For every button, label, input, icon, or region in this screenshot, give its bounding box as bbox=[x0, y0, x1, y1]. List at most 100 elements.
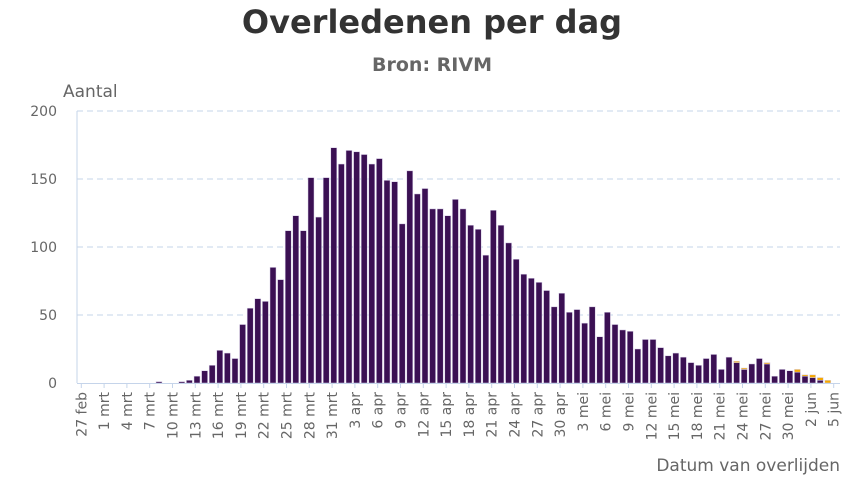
x-tick-label: 16 mrt bbox=[211, 391, 227, 439]
x-tick-label: 6 apr bbox=[371, 392, 387, 429]
bar-series-0-day-16 bbox=[201, 370, 208, 384]
bar-series-0-day-45 bbox=[421, 188, 429, 384]
y-tick-label: 100 bbox=[30, 240, 57, 256]
bar-series-0-day-64 bbox=[566, 312, 573, 384]
bar-series-0-day-56 bbox=[505, 242, 512, 384]
bar-series-0-day-34 bbox=[338, 163, 345, 384]
y-tick-label: 50 bbox=[39, 308, 57, 324]
bar-series-0-day-86 bbox=[733, 362, 740, 384]
bar-series-0-day-83 bbox=[710, 354, 718, 384]
bar-series-0-day-19 bbox=[224, 352, 231, 384]
bar-series-0-day-61 bbox=[543, 290, 550, 384]
bar-series-0-day-58 bbox=[520, 273, 528, 384]
bar-series-0-day-63 bbox=[558, 292, 566, 384]
x-tick-label: 12 apr bbox=[416, 392, 432, 438]
bar-series-0-day-54 bbox=[490, 210, 497, 384]
bar-series-0-day-14 bbox=[186, 380, 193, 384]
bar-series-0-day-43 bbox=[406, 170, 414, 384]
y-tick-labels: 0 50 100 150 200 bbox=[30, 104, 57, 392]
x-tick-label: 1 mrt bbox=[97, 391, 113, 430]
x-tick-label: 22 mrt bbox=[257, 391, 273, 439]
bar-series-0-day-31 bbox=[315, 216, 322, 384]
bar-series-0-day-79 bbox=[680, 356, 687, 384]
bar-series-0-day-89 bbox=[756, 358, 763, 384]
bar-series-0-day-17 bbox=[208, 365, 216, 384]
x-tick-label: 3 mei bbox=[576, 392, 592, 432]
bar-series-0-day-24 bbox=[262, 301, 269, 384]
bar-series-0-day-40 bbox=[383, 180, 391, 384]
bar-series-0-day-77 bbox=[664, 355, 672, 384]
x-tick-label: 15 mei bbox=[667, 392, 683, 440]
x-tick-label: 10 mrt bbox=[166, 391, 182, 439]
bar-series-0-day-87 bbox=[740, 369, 748, 384]
bar-series-0-day-26 bbox=[277, 279, 284, 384]
x-tick-label: 13 mrt bbox=[188, 391, 204, 439]
bar-series-0-day-75 bbox=[649, 339, 657, 384]
bar-series-0-day-59 bbox=[528, 278, 535, 384]
bar-series-0-day-47 bbox=[436, 208, 444, 384]
bar-series-0-day-96 bbox=[809, 377, 816, 384]
bar-series-0-day-36 bbox=[353, 151, 360, 384]
bar-series-0-day-23 bbox=[254, 298, 262, 384]
x-tick-label: 4 mrt bbox=[120, 391, 136, 430]
bar-series-0-day-62 bbox=[550, 306, 558, 384]
bar-series-0-day-38 bbox=[368, 163, 376, 384]
bar-series-1-day-87 bbox=[740, 367, 748, 370]
x-tick-label: 30 mei bbox=[781, 392, 797, 440]
x-tick-label: 9 apr bbox=[394, 392, 410, 429]
bar-series-0-day-29 bbox=[300, 230, 307, 384]
bar-series-0-day-35 bbox=[345, 150, 353, 384]
bar-series-0-day-25 bbox=[269, 267, 277, 384]
bar-series-0-day-28 bbox=[292, 215, 300, 384]
y-tick-label: 150 bbox=[30, 172, 57, 188]
bar-series-0-day-18 bbox=[216, 350, 224, 384]
bar-series-0-day-81 bbox=[695, 365, 702, 384]
bar-series-0-day-93 bbox=[786, 370, 794, 384]
bar-series-0-day-74 bbox=[642, 339, 649, 384]
y-axis-title: Aantal bbox=[63, 82, 118, 102]
x-tick-labels: 27 feb 1 mrt 4 mrt 7 mrt 10 mrt 13 mrt 16 mrt 1… bbox=[74, 383, 843, 440]
bar-series-0-day-53 bbox=[482, 254, 490, 384]
bar-series-0-day-82 bbox=[702, 358, 710, 384]
bar-series-0-day-73 bbox=[634, 348, 642, 384]
x-tick-label: 27 mei bbox=[758, 392, 774, 440]
bar-series-1-day-96 bbox=[809, 374, 816, 378]
x-tick-label: 30 apr bbox=[553, 392, 569, 438]
bar-series-0-day-33 bbox=[330, 147, 338, 384]
bar-series-0-day-13 bbox=[178, 381, 186, 384]
bar-series-0-day-91 bbox=[771, 375, 778, 384]
bar-series-0-day-10 bbox=[155, 381, 163, 384]
bar-series-0-day-44 bbox=[414, 193, 421, 384]
bar-series-0-day-21 bbox=[239, 324, 246, 384]
x-tick-label: 21 mei bbox=[713, 392, 729, 440]
bar-series-0-day-85 bbox=[725, 356, 733, 384]
bar-series-0-day-22 bbox=[246, 307, 254, 384]
bar-series-1-day-86 bbox=[733, 360, 740, 363]
x-tick-label: 6 mei bbox=[599, 392, 615, 432]
bar-series-0-day-65 bbox=[573, 309, 581, 384]
x-tick-label: 12 mei bbox=[644, 392, 660, 440]
x-tick-label: 3 apr bbox=[348, 392, 364, 429]
bar-series-1-day-90 bbox=[763, 362, 771, 365]
chart-subtitle: Bron: RIVM bbox=[372, 54, 492, 76]
x-tick-label: 28 mrt bbox=[302, 391, 318, 439]
bar-series-1-day-95 bbox=[801, 374, 809, 377]
x-tick-label: 21 apr bbox=[485, 392, 501, 438]
bar-series-0-day-57 bbox=[512, 258, 520, 384]
bar-series-0-day-39 bbox=[376, 158, 383, 384]
x-tick-label: 7 mrt bbox=[143, 391, 159, 430]
bar-series-0-day-51 bbox=[467, 224, 474, 384]
x-axis-title: Datum van overlijden bbox=[656, 456, 840, 476]
x-tick-label: 25 mrt bbox=[280, 391, 296, 439]
x-tick-label: 18 apr bbox=[462, 392, 478, 438]
bar-series-0-day-66 bbox=[581, 322, 588, 384]
bar-series-0-day-55 bbox=[497, 224, 505, 384]
bar-series-0-day-97 bbox=[816, 380, 824, 384]
x-tick-label: 24 mei bbox=[736, 392, 752, 440]
x-tick-label: 9 mei bbox=[622, 392, 638, 432]
x-tick-label: 24 apr bbox=[508, 392, 524, 438]
bar-series-0-day-76 bbox=[657, 347, 664, 384]
bar-series-0-day-37 bbox=[360, 154, 368, 384]
bar-series-0-day-78 bbox=[672, 352, 680, 384]
